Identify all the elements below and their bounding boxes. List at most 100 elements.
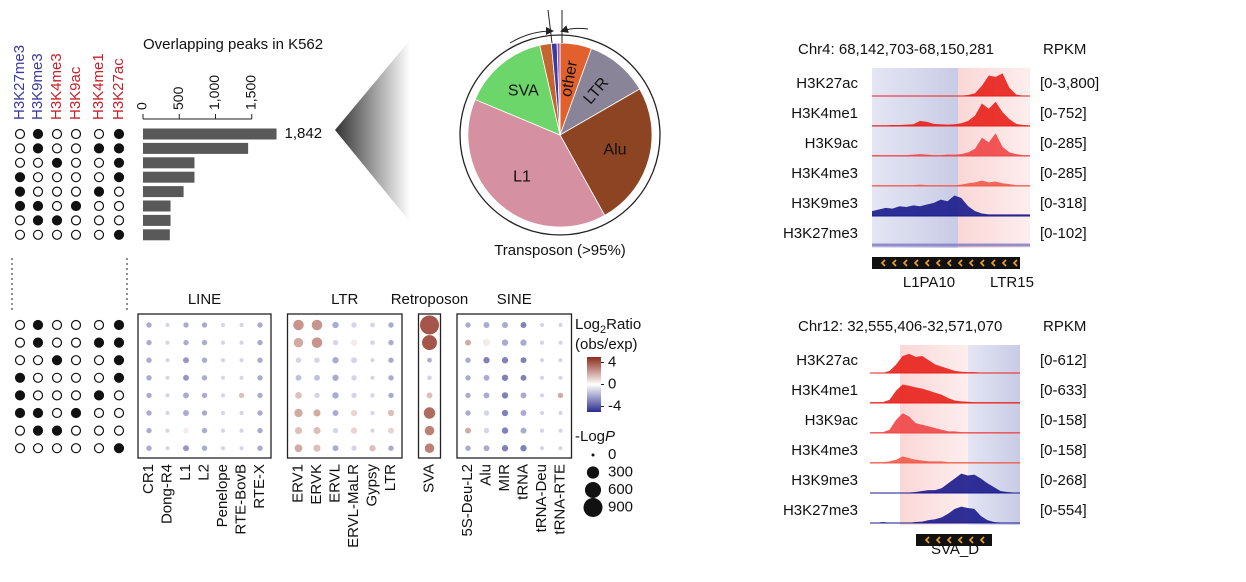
track-range: [0-285] [1040,135,1087,152]
dot [483,322,490,328]
dot [220,446,226,451]
signal-area [872,133,1030,156]
membership-dot [51,390,63,401]
dot [201,375,208,381]
legend-title: -LogP [575,428,615,445]
membership-dot [32,143,44,154]
legend-title-part: 2 [600,324,606,336]
membership-dot [70,337,82,348]
group-label: LTR [331,291,358,308]
dot [220,393,226,398]
dot [165,428,170,433]
membership-dot [32,229,44,240]
x-tick-label: Alu [477,464,494,486]
dot [257,339,263,346]
ring-arrow [560,25,589,33]
color-tick-label: 0 [608,375,616,392]
track-label: H3K4me1 [791,382,858,399]
signal-area [870,473,1020,493]
dot [483,445,490,452]
dot [239,446,244,451]
dot [332,427,339,434]
x-tick-label: tRNA [514,464,531,500]
pie-slice [559,88,653,216]
dot [370,428,375,433]
x-tick-label: MIR [496,464,513,492]
dot [426,392,433,399]
dot [539,410,545,416]
membership-dot [70,186,82,197]
dot [351,357,357,364]
track-range: [0-554] [1040,502,1087,519]
x-tick-label: SVA [420,464,437,493]
gene-label: L1PA10 [903,274,955,291]
strand-chevron [957,259,963,267]
membership-dot [113,319,125,331]
strand-chevron [935,259,941,267]
pie-slice [556,42,561,136]
zoom-fan [335,40,410,222]
dot [501,427,509,434]
dot [501,409,509,417]
strand-chevron [1012,259,1018,267]
membership-dot [113,229,125,240]
membership-dot [93,407,105,419]
track-label: H3K9ac [805,412,859,429]
dot [388,339,394,346]
group-label: LINE [188,291,221,308]
dot [313,409,321,417]
membership-dot [70,128,82,140]
dot [465,375,471,381]
membership-dot [32,157,44,168]
color-tick-label: 4 [608,353,616,370]
highlight [900,345,968,525]
track-label: H3K27me3 [783,502,858,519]
signal-area [870,384,1020,403]
strand-chevron [946,259,952,267]
signal-area [870,506,1020,523]
pie-caption: Transposon (>95%) [494,242,626,259]
track-label: H3K9me3 [791,472,858,489]
dot [539,340,545,345]
membership-dot [51,319,63,331]
dot [313,444,321,452]
dot [483,357,490,364]
track-range: [0-285] [1040,165,1087,182]
strand-chevron [924,536,930,544]
dot [501,357,509,364]
size-key [591,453,595,457]
size-key-label: 600 [608,481,633,498]
membership-dot [32,200,44,212]
x-tick-label: Dong-R4 [158,464,175,524]
dot [146,357,152,363]
dot [201,392,208,399]
dot [293,319,304,331]
dot [201,322,208,328]
dot [370,393,375,398]
dot [146,375,152,381]
strand-chevron [979,259,985,267]
membership-dot [51,157,63,168]
dot [220,410,226,416]
set-label: H3K4me3 [48,53,65,120]
membership-dot [93,157,105,168]
dot [295,374,302,381]
x-tick-label: L1 [177,464,194,481]
x-tick-label: tRNA-Deu [533,464,550,532]
membership-dot [14,425,26,436]
membership-dot [113,407,125,419]
dot [539,428,545,433]
dot [257,322,263,328]
group-box [286,313,403,459]
pie-label: L1 [513,169,531,186]
dot [520,427,527,434]
signal-area [870,353,1020,373]
color-tick-label: -4 [608,397,621,414]
membership-dot [70,200,82,212]
membership-dot [32,337,44,348]
dot [146,427,152,434]
membership-dot [93,229,105,240]
dot [257,410,263,416]
dot [387,409,395,417]
